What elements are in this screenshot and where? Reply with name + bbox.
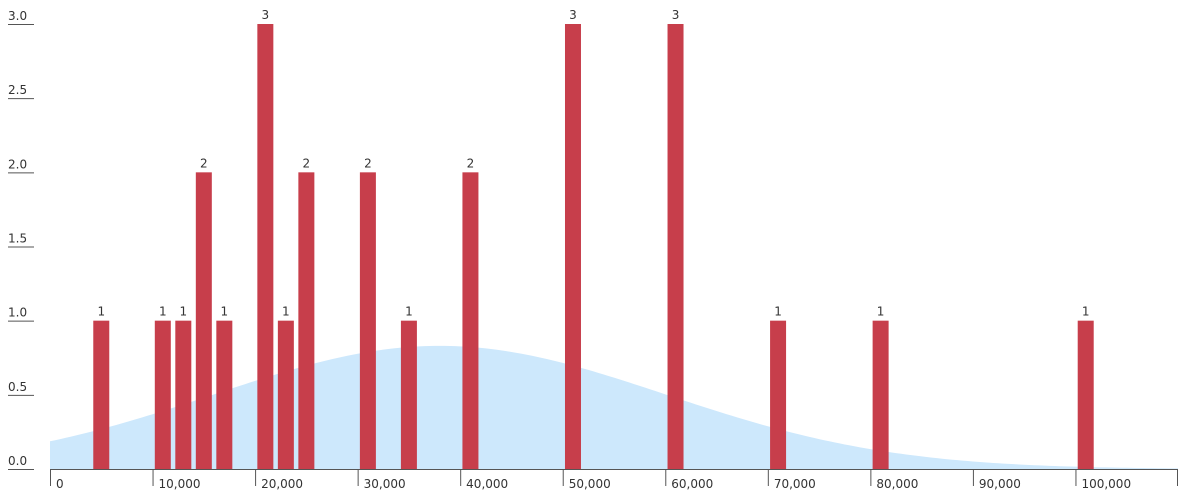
bar: [462, 172, 479, 470]
x-tick-label: 30,000: [364, 477, 406, 491]
bar-value-label: 1: [1082, 305, 1090, 319]
x-tick-label: 90,000: [979, 477, 1021, 491]
bar-value-label: 1: [877, 305, 885, 319]
x-axis: 0 10,000 20,000 30,000 40,000 50,000 60,000 70,…: [50, 469, 1178, 491]
y-tick-label: 2.0: [8, 157, 27, 171]
bar: [400, 320, 417, 469]
density-area: [50, 345, 1178, 469]
bar-value-label: 2: [364, 156, 372, 170]
bar: [1077, 320, 1094, 469]
density-area-layer: [50, 345, 1178, 469]
bar-value-label: 2: [303, 156, 311, 170]
y-axis: 0.0 0.5 1.0 1.5 2.0 2.5 3.0: [8, 9, 34, 470]
bar-value-label: 1: [159, 305, 167, 319]
bar-value-label: 3: [569, 8, 577, 22]
bar: [257, 24, 274, 469]
bar-value-label: 1: [282, 305, 290, 319]
bar: [359, 172, 376, 470]
bar-value-label: 3: [262, 8, 270, 22]
bar-value-label: 1: [179, 305, 187, 319]
bar: [298, 172, 315, 470]
bar: [195, 172, 212, 470]
bar-value-label: 1: [97, 305, 105, 319]
y-tick-label: 1.0: [8, 306, 27, 320]
bar: [154, 320, 171, 469]
x-tick-label: 20,000: [261, 477, 303, 491]
bar: [564, 24, 581, 469]
y-tick-label: 2.5: [8, 83, 27, 97]
bars-layer: [93, 24, 1094, 470]
x-tick-label: 100,000: [1081, 477, 1131, 491]
x-tick-label: 50,000: [569, 477, 611, 491]
y-tick-label: 1.5: [8, 232, 27, 246]
bar-value-label: 1: [221, 305, 229, 319]
y-tick-label: 0.0: [8, 454, 27, 468]
bar: [175, 320, 192, 469]
bar: [872, 320, 889, 469]
y-tick-label: 3.0: [8, 9, 27, 23]
bar: [93, 320, 110, 469]
bar-value-label: 1: [774, 305, 782, 319]
x-tick-label: 0: [56, 477, 64, 491]
x-tick-label: 60,000: [671, 477, 713, 491]
bar: [216, 320, 233, 469]
bar: [667, 24, 684, 469]
x-tick-label: 40,000: [466, 477, 508, 491]
y-tick-label: 0.5: [8, 380, 27, 394]
bar-value-label: 2: [200, 156, 208, 170]
bar-value-label: 1: [405, 305, 413, 319]
x-tick-label: 80,000: [876, 477, 918, 491]
bar-value-label: 2: [467, 156, 475, 170]
x-tick-label: 10,000: [159, 477, 201, 491]
bar-value-label: 3: [672, 8, 680, 22]
bar: [770, 320, 787, 469]
bar: [277, 320, 294, 469]
x-tick-label: 70,000: [774, 477, 816, 491]
